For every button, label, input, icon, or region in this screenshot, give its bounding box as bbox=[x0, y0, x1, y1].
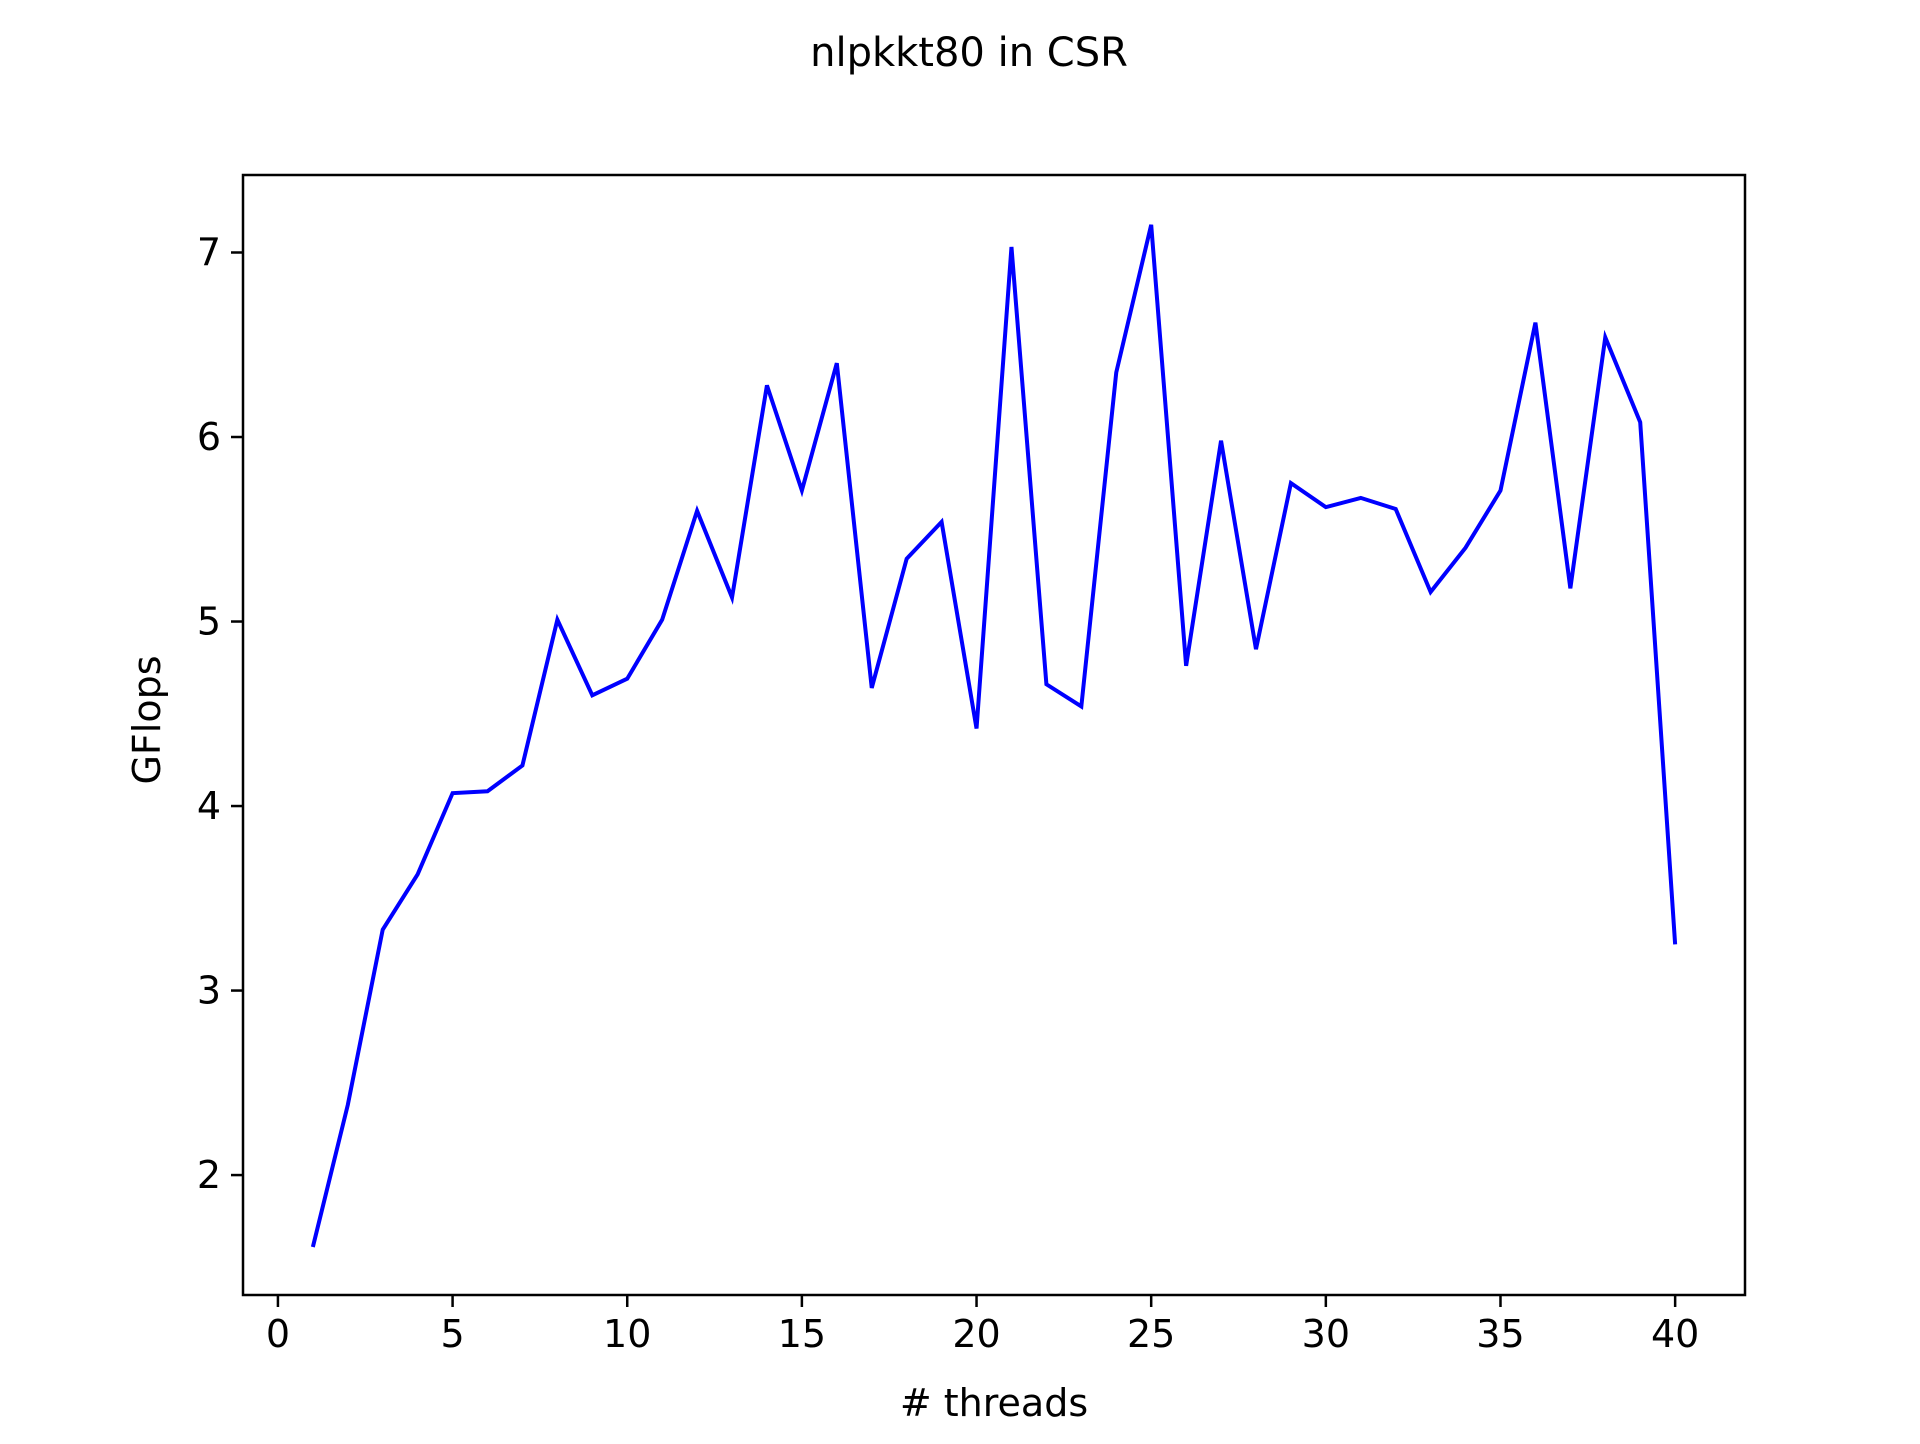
y-tick-label: 4 bbox=[197, 784, 221, 828]
y-tick-label: 7 bbox=[197, 230, 221, 274]
x-tick-label: 10 bbox=[603, 1312, 651, 1356]
y-tick-label: 2 bbox=[197, 1153, 221, 1197]
y-tick-label: 6 bbox=[197, 415, 221, 459]
chart-title: nlpkkt80 in CSR bbox=[810, 30, 1128, 76]
x-tick-label: 15 bbox=[778, 1312, 826, 1356]
y-tick-label: 3 bbox=[197, 969, 221, 1013]
y-axis-label: GFlops bbox=[125, 655, 169, 784]
series-line-1 bbox=[310, 224, 1678, 1248]
x-tick-label: 20 bbox=[952, 1312, 1000, 1356]
x-tick-label: 35 bbox=[1476, 1312, 1524, 1356]
plot-frame bbox=[241, 173, 1747, 1297]
x-tick-label: 40 bbox=[1651, 1312, 1699, 1356]
x-tick-label: 30 bbox=[1302, 1312, 1350, 1356]
x-tick-label: 25 bbox=[1127, 1312, 1175, 1356]
y-tick-label: 5 bbox=[197, 600, 221, 644]
x-tick-label: 0 bbox=[266, 1312, 290, 1356]
x-tick-label: 5 bbox=[440, 1312, 464, 1356]
plot-area: 0 5 10 15 20 25 30 35 40 2 3 4 5 6 7 bbox=[197, 173, 1747, 1356]
x-axis-label: # threads bbox=[900, 1381, 1088, 1425]
